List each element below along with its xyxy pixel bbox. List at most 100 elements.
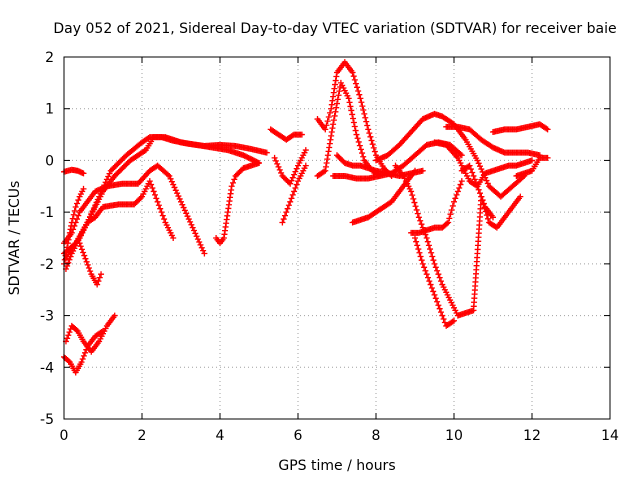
data-point-marker [347,103,354,110]
data-point-marker [159,212,166,219]
data-point-marker [82,349,89,356]
series-arc-27 [513,154,551,179]
data-point-marker [357,146,364,153]
data-point-marker [287,180,294,187]
data-point-marker [188,221,195,228]
data-point-marker [446,215,453,222]
data-point-marker [362,114,369,121]
x-tick-label: 6 [294,428,303,444]
data-point-marker [349,69,356,76]
grid-lines [64,57,610,419]
data-point-marker [451,317,457,324]
data-point-marker [148,181,155,188]
data-point-marker [328,128,335,135]
data-point-marker [179,201,186,208]
data-point-marker [414,242,421,249]
series-arc-5 [61,166,87,177]
data-point-marker [150,188,157,195]
data-point-marker [348,107,355,114]
axis-ticks [63,56,611,420]
data-point-marker [368,137,375,144]
x-axis-label: GPS time / hours [278,458,395,474]
data-point-marker [272,157,279,164]
series-arc-22 [412,235,457,329]
data-point-marker [197,241,204,248]
data-point-marker [477,190,483,197]
data-point-marker [201,250,208,257]
series-arc-10 [213,160,262,247]
plot-frame [63,56,611,420]
data-point-marker [149,185,156,192]
y-tick-label: -4 [40,360,54,376]
data-point-marker [479,197,486,204]
data-point-marker [289,174,296,181]
series-arc-19 [373,110,528,200]
data-point-marker [490,214,496,221]
data-point-marker [434,267,441,274]
data-point-marker [334,100,340,107]
data-point-marker [474,183,481,190]
data-point-marker [279,219,286,226]
x-tick-label: 2 [138,428,147,444]
data-point-marker [106,170,113,177]
data-point-marker [154,198,161,205]
data-point-marker [480,200,487,207]
data-point-marker [291,171,298,178]
data-point-marker [185,216,192,223]
data-point-marker [359,150,366,157]
data-point-marker [170,181,177,188]
data-point-marker [517,193,524,200]
data-point-marker [321,168,327,175]
data-point-marker [451,198,457,205]
data-point-marker [353,131,360,138]
data-point-marker [84,261,91,268]
data-point-marker [183,210,190,217]
data-point-marker [349,111,356,118]
data-point-marker [435,302,442,309]
data-point-marker [181,207,188,214]
data-point-marker [457,181,464,188]
data-point-marker [175,193,182,200]
data-point-marker [425,242,432,249]
data-point-marker [445,219,452,226]
data-point-marker [474,157,481,164]
data-point-marker [335,92,342,99]
data-point-marker [440,316,447,323]
data-point-marker [94,281,101,288]
data-point-marker [360,153,367,160]
data-point-marker [276,166,283,173]
data-point-marker [350,115,357,122]
x-axis-tick-labels: 0 2 4 6 8 10 12 14 [60,428,619,444]
data-point-marker [413,206,420,213]
data-point-marker [263,149,270,156]
data-point-marker [302,147,309,154]
data-point-marker [174,190,181,197]
data-point-marker [96,274,103,281]
x-tick-label: 12 [523,428,541,444]
data-point-marker [331,112,338,119]
data-point-marker [410,195,417,202]
data-point-marker [429,253,436,260]
data-point-marker [439,312,446,319]
data-point-marker [432,264,439,271]
data-point-marker [428,249,435,256]
data-point-marker [415,214,422,221]
data-point-marker [470,172,477,179]
data-point-marker [68,219,75,226]
data-point-marker [452,195,459,202]
data-point-marker [191,227,197,234]
data-point-marker [291,188,298,195]
data-point-marker [288,177,295,184]
data-point-marker [100,328,106,335]
data-point-marker [443,220,450,227]
series-arc-12 [271,147,309,187]
data-point-marker [438,309,444,316]
data-point-marker [369,141,376,148]
data-point-marker [83,346,90,353]
x-tick-label: 4 [216,428,225,444]
data-point-marker [167,175,174,182]
data-point-marker [456,185,463,192]
data-point-marker [80,249,87,256]
y-tick-label: 1 [45,102,54,118]
data-point-marker [458,178,465,185]
